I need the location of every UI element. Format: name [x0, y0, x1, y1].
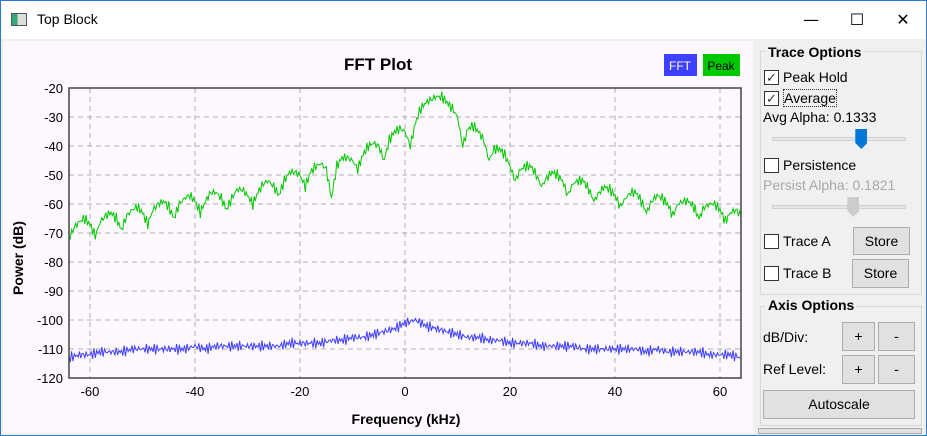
trace-options-title: Trace Options: [766, 44, 864, 60]
average-label: Average: [783, 89, 837, 107]
legend-fft-swatch[interactable]: [664, 54, 697, 76]
fft-plot[interactable]: FFT Plot Frequency (kHz) Power (dB) -60 -…: [3, 41, 753, 433]
db-div-label: dB/Div:: [763, 329, 809, 345]
persist-alpha-slider-thumb[interactable]: [847, 197, 860, 217]
fft-chart: FFT Plot Frequency (kHz) Power (dB) -60 -…: [10, 54, 742, 427]
chart-title: FFT Plot: [344, 55, 412, 74]
checkbox-persistence[interactable]: [764, 157, 779, 173]
app-icon: [11, 13, 27, 26]
y-tick-label: -80: [44, 255, 63, 270]
minimize-button[interactable]: —: [803, 10, 819, 29]
x-tick-label: 40: [608, 384, 622, 399]
y-tick-label: -40: [44, 139, 63, 154]
db-div-plus-button[interactable]: +: [842, 322, 875, 351]
checkbox-trace-a[interactable]: [764, 233, 779, 249]
persistence-label: Persistence: [783, 157, 857, 173]
x-tick-label: -60: [81, 384, 100, 399]
y-tick-label: -20: [44, 81, 63, 96]
y-tick-label: -70: [44, 226, 63, 241]
x-tick-label: -20: [291, 384, 310, 399]
title-bar[interactable]: Top Block — ☐ ✕: [1, 1, 926, 39]
control-panel: Trace Options ✓ Peak Hold ✓ Average Avg Al…: [756, 41, 924, 435]
y-tick-label: -120: [37, 371, 63, 386]
ref-level-label: Ref Level:: [763, 361, 827, 377]
persist-alpha-label: Persist Alpha: 0.1821: [763, 177, 896, 193]
checkbox-average[interactable]: ✓: [764, 90, 779, 106]
x-tick-label: 0: [401, 384, 408, 399]
checkbox-trace-b[interactable]: [764, 265, 779, 281]
x-tick-label: -40: [186, 384, 205, 399]
y-axis-label: Power (dB): [10, 221, 26, 295]
legend-peak: Peak: [707, 59, 735, 73]
trace-a-checkbox[interactable]: Trace A: [764, 233, 831, 249]
maximize-button[interactable]: ☐: [849, 10, 865, 29]
ref-level-minus-button[interactable]: -: [878, 355, 915, 384]
y-tick-label: -50: [44, 168, 63, 183]
peak-hold-label: Peak Hold: [783, 69, 848, 85]
store-trace-b-button[interactable]: Store: [852, 259, 909, 288]
checkbox-peak-hold[interactable]: ✓: [764, 69, 779, 85]
plot-frame: [68, 87, 742, 379]
avg-alpha-slider[interactable]: [772, 137, 906, 141]
x-tick-label: 20: [503, 384, 517, 399]
y-tick-label: -110: [38, 342, 63, 357]
y-tick-label: -100: [37, 313, 63, 328]
persist-alpha-slider[interactable]: [772, 205, 906, 209]
y-tick-label: -60: [44, 197, 63, 212]
persistence-checkbox[interactable]: Persistence: [764, 157, 856, 173]
x-axis-label: Frequency (kHz): [352, 411, 461, 427]
trace-a-label: Trace A: [783, 233, 831, 249]
stop-button-partial[interactable]: [758, 428, 922, 434]
avg-alpha-label: Avg Alpha: 0.1333: [763, 109, 877, 125]
store-trace-a-button[interactable]: Store: [853, 227, 910, 255]
trace-b-label: Trace B: [783, 265, 832, 281]
window-title: Top Block: [37, 11, 98, 27]
legend-fft: FFT: [669, 59, 692, 73]
series-peak-line: [68, 91, 742, 241]
y-tick-label: -90: [44, 284, 63, 299]
x-tick-label: 60: [713, 384, 727, 399]
avg-alpha-slider-thumb[interactable]: [855, 129, 868, 149]
y-tick-label: -30: [44, 110, 63, 125]
db-div-minus-button[interactable]: -: [878, 322, 915, 351]
ref-level-plus-button[interactable]: +: [842, 355, 875, 384]
autoscale-button[interactable]: Autoscale: [763, 390, 915, 419]
trace-b-checkbox[interactable]: Trace B: [764, 265, 832, 281]
close-button[interactable]: ✕: [896, 10, 910, 29]
average-checkbox[interactable]: ✓ Average: [764, 89, 837, 107]
peak-hold-checkbox[interactable]: ✓ Peak Hold: [764, 69, 848, 85]
legend-peak-swatch[interactable]: [703, 54, 740, 76]
series-fft-line: [68, 317, 741, 363]
axis-options-title: Axis Options: [766, 297, 857, 313]
